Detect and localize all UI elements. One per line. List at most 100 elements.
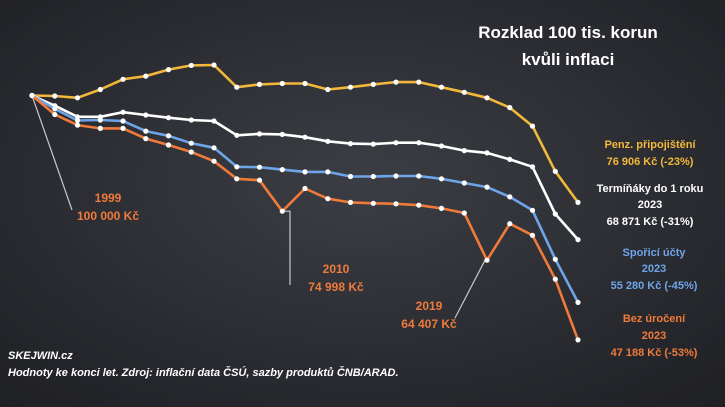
- annotation-1999-year: 1999: [95, 191, 122, 205]
- data-point: [256, 81, 263, 87]
- data-point: [438, 205, 445, 211]
- data-point: [461, 148, 467, 154]
- annotation-2019-value: 64 407 Kč: [401, 317, 457, 331]
- data-point: [74, 114, 81, 120]
- data-point: [484, 95, 490, 101]
- data-point: [529, 123, 536, 129]
- data-point: [507, 105, 513, 111]
- data-point: [234, 176, 240, 182]
- data-point: [211, 62, 217, 68]
- data-point: [165, 115, 172, 121]
- data-point: [188, 149, 194, 155]
- data-point: [279, 80, 285, 87]
- data-point: [507, 194, 513, 200]
- data-point: [461, 180, 467, 186]
- data-point: [484, 150, 490, 156]
- data-point: [416, 173, 422, 179]
- data-point: [325, 169, 331, 175]
- data-point: [575, 237, 581, 243]
- label-terminky-value: 68 871 Kč (-31%): [607, 216, 694, 228]
- data-point: [165, 142, 172, 148]
- data-point: [188, 117, 194, 123]
- data-point: [438, 84, 445, 90]
- data-point: [234, 84, 240, 90]
- data-point: [575, 337, 581, 343]
- data-point: [552, 211, 558, 217]
- data-point: [302, 80, 308, 87]
- label-penz-value: 76 906 Kč (-23%): [607, 156, 694, 168]
- data-point: [211, 145, 217, 151]
- data-point: [165, 133, 172, 139]
- data-point: [484, 184, 490, 190]
- label-bez-name: Bez úročení: [623, 313, 686, 325]
- data-point: [52, 111, 58, 118]
- label-sporici-name: Spořicí účty: [623, 247, 687, 259]
- label-sporici-value: 55 280 Kč (-45%): [611, 280, 698, 292]
- data-point: [97, 86, 103, 93]
- data-point: [552, 276, 558, 282]
- data-point: [143, 128, 149, 134]
- data-point: [256, 177, 263, 183]
- data-point: [74, 95, 81, 101]
- data-point: [484, 257, 490, 263]
- data-point: [529, 232, 536, 238]
- data-point: [507, 221, 513, 227]
- data-point: [393, 79, 399, 85]
- data-point: [529, 164, 536, 170]
- data-point: [325, 138, 331, 144]
- data-point: [165, 67, 172, 73]
- label-terminky-year: 2023: [638, 199, 662, 211]
- chart-title-line1: Rozklad 100 tis. korun: [478, 23, 658, 42]
- data-point: [575, 199, 581, 205]
- data-point: [529, 207, 536, 213]
- data-point: [302, 169, 308, 175]
- data-point: [370, 81, 376, 87]
- data-point: [552, 256, 558, 262]
- data-point: [370, 141, 376, 147]
- data-point: [74, 117, 81, 124]
- series-2: [29, 92, 581, 243]
- data-point: [234, 132, 240, 138]
- data-point: [575, 299, 581, 305]
- data-point: [302, 134, 308, 140]
- data-point: [416, 79, 422, 85]
- chart-title-line2: kvůli inflaci: [522, 50, 615, 69]
- data-point: [52, 106, 58, 112]
- data-point: [370, 173, 376, 180]
- source-brand: SKEJWIN.cz: [8, 350, 73, 362]
- data-point: [256, 164, 263, 170]
- series-3: [29, 92, 581, 305]
- leader-line: [454, 259, 486, 319]
- data-point: [552, 168, 558, 174]
- series-layer: [29, 62, 581, 343]
- data-point: [52, 93, 58, 99]
- data-point: [461, 89, 467, 95]
- data-point: [279, 208, 285, 214]
- data-point: [256, 131, 263, 137]
- data-point: [325, 196, 331, 202]
- annotation-1999-value: 100 000 Kč: [77, 209, 139, 223]
- label-penz-name: Penz. připojištění: [604, 139, 696, 151]
- data-point: [416, 202, 422, 208]
- data-point: [143, 136, 149, 142]
- data-point: [370, 200, 376, 206]
- data-point: [507, 156, 513, 162]
- data-point: [97, 117, 103, 123]
- data-point: [97, 125, 103, 131]
- data-point: [120, 76, 126, 82]
- data-point: [416, 140, 422, 146]
- label-terminky-name: Termíňáky do 1 roku: [597, 183, 704, 195]
- series-4: [29, 92, 581, 343]
- data-point: [393, 140, 399, 146]
- data-point: [393, 201, 399, 207]
- data-point: [143, 73, 149, 79]
- data-point: [347, 173, 354, 180]
- label-bez-year: 2023: [642, 330, 666, 342]
- data-point: [120, 109, 126, 115]
- annotation-2010-year: 2010: [323, 262, 350, 276]
- data-point: [347, 141, 354, 147]
- data-point: [279, 131, 285, 137]
- label-sporici-year: 2023: [642, 263, 666, 275]
